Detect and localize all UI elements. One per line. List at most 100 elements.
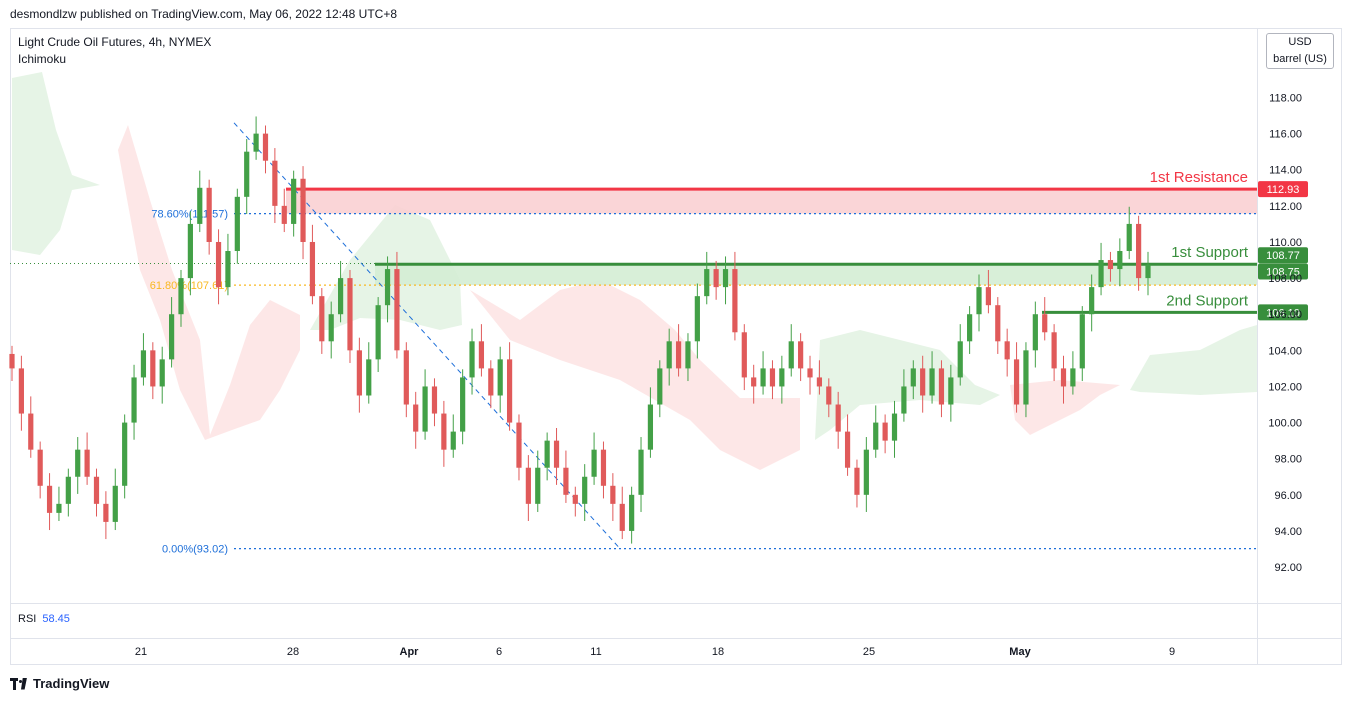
candle-body bbox=[122, 422, 128, 486]
candle bbox=[46, 473, 53, 531]
candle bbox=[84, 432, 90, 485]
candle bbox=[65, 468, 71, 517]
candle bbox=[1098, 242, 1104, 296]
candle bbox=[187, 211, 193, 296]
candle-body bbox=[882, 422, 888, 441]
candle-body bbox=[328, 314, 334, 342]
candle-body bbox=[704, 269, 710, 297]
rsi-legend[interactable]: RSI 58.45 bbox=[18, 613, 70, 625]
candle bbox=[722, 256, 729, 305]
candle-body bbox=[497, 359, 503, 396]
candle-body bbox=[441, 413, 447, 450]
candle bbox=[751, 364, 757, 404]
candle bbox=[619, 486, 625, 540]
currency-code: USD bbox=[1288, 36, 1312, 48]
candle bbox=[1013, 342, 1020, 413]
candle-body bbox=[478, 341, 485, 369]
candle-body bbox=[901, 386, 907, 414]
candle bbox=[769, 360, 776, 400]
candle-body bbox=[300, 178, 306, 242]
candle bbox=[469, 328, 475, 395]
candle-body bbox=[985, 287, 991, 306]
candle bbox=[112, 468, 118, 531]
price-tick-label: 118.00 bbox=[1269, 93, 1302, 105]
candle bbox=[525, 455, 531, 522]
level-label: 1st Resistance bbox=[1150, 169, 1248, 186]
candle bbox=[140, 333, 147, 386]
tradingview-logo[interactable]: TradingView bbox=[10, 676, 109, 691]
candle-body bbox=[694, 296, 700, 342]
candle bbox=[159, 346, 165, 404]
candle-body bbox=[1032, 314, 1038, 351]
candle-body bbox=[751, 377, 757, 387]
tradingview-logo-icon bbox=[10, 677, 28, 690]
candle bbox=[938, 360, 945, 418]
candle bbox=[356, 337, 362, 413]
candle bbox=[563, 450, 569, 503]
candle bbox=[882, 414, 888, 454]
fib-trend-line bbox=[233, 122, 621, 549]
candle bbox=[384, 256, 391, 323]
price-tick-label: 112.00 bbox=[1269, 201, 1302, 213]
price-tick-label: 98.00 bbox=[1274, 454, 1302, 466]
candle bbox=[1126, 206, 1132, 260]
candle-body bbox=[600, 449, 607, 486]
price-axis: 92.00 94.00 96.00 98.00 100.00 102.00 104.00 10… bbox=[1268, 93, 1302, 575]
candle-body bbox=[384, 269, 391, 306]
time-tick-label: 18 bbox=[712, 646, 724, 658]
candle bbox=[1070, 351, 1076, 395]
level-price-label: 106.10 bbox=[1266, 307, 1300, 319]
candle bbox=[347, 269, 353, 363]
candle-body bbox=[1145, 264, 1151, 279]
candle bbox=[215, 229, 222, 305]
symbol-title[interactable]: Light Crude Oil Futures, 4h, NYMEX bbox=[18, 35, 212, 49]
currency-unit-selector[interactable]: USD barrel (US) bbox=[1266, 33, 1334, 69]
candle bbox=[873, 405, 879, 458]
candle-body bbox=[65, 476, 71, 504]
candle bbox=[713, 260, 719, 300]
candle bbox=[638, 437, 644, 512]
support-resistance-levels: 1st Resistance 112.93 1st Support 108.77 2nd… bbox=[10, 169, 1308, 321]
candle bbox=[1117, 238, 1123, 287]
candle-body bbox=[347, 278, 353, 351]
indicator-name[interactable]: Ichimoku bbox=[18, 52, 67, 66]
candle-body bbox=[84, 449, 90, 477]
candle-body bbox=[215, 241, 222, 288]
candle-body bbox=[197, 187, 203, 224]
candle-body bbox=[910, 368, 916, 387]
candle bbox=[262, 125, 269, 174]
candle bbox=[28, 396, 34, 458]
candle-body bbox=[976, 287, 982, 315]
candle-body bbox=[375, 305, 381, 360]
candle-body bbox=[647, 404, 654, 450]
cloud-segment bbox=[1010, 380, 1120, 435]
candle bbox=[460, 369, 466, 445]
publisher-line: desmondlzw published on TradingView.com,… bbox=[10, 7, 398, 21]
candle-body bbox=[469, 341, 475, 378]
candle bbox=[666, 328, 672, 386]
candle-body bbox=[46, 485, 53, 513]
candle bbox=[798, 333, 804, 382]
candle-body bbox=[431, 386, 438, 414]
candle-body bbox=[413, 404, 419, 432]
candle-body bbox=[779, 368, 785, 387]
last-price-tag bbox=[1258, 263, 1308, 280]
chart-frame bbox=[10, 28, 1342, 665]
candle-body bbox=[309, 241, 316, 297]
candle-body bbox=[722, 269, 729, 288]
price-tick-label: 116.00 bbox=[1269, 129, 1302, 141]
candle-body bbox=[93, 476, 100, 504]
candle-body bbox=[741, 332, 747, 378]
candle-body bbox=[563, 467, 569, 495]
candle bbox=[403, 342, 409, 418]
candle bbox=[431, 378, 438, 427]
candle bbox=[197, 170, 203, 233]
currency-unit: barrel (US) bbox=[1273, 53, 1327, 65]
time-tick-label: 9 bbox=[1169, 646, 1175, 658]
candle-body bbox=[835, 404, 841, 432]
candle-body bbox=[591, 449, 597, 477]
last-price-label: 108.75 bbox=[1266, 267, 1300, 279]
candle bbox=[694, 283, 700, 359]
price-tick-label: 100.00 bbox=[1268, 418, 1302, 430]
